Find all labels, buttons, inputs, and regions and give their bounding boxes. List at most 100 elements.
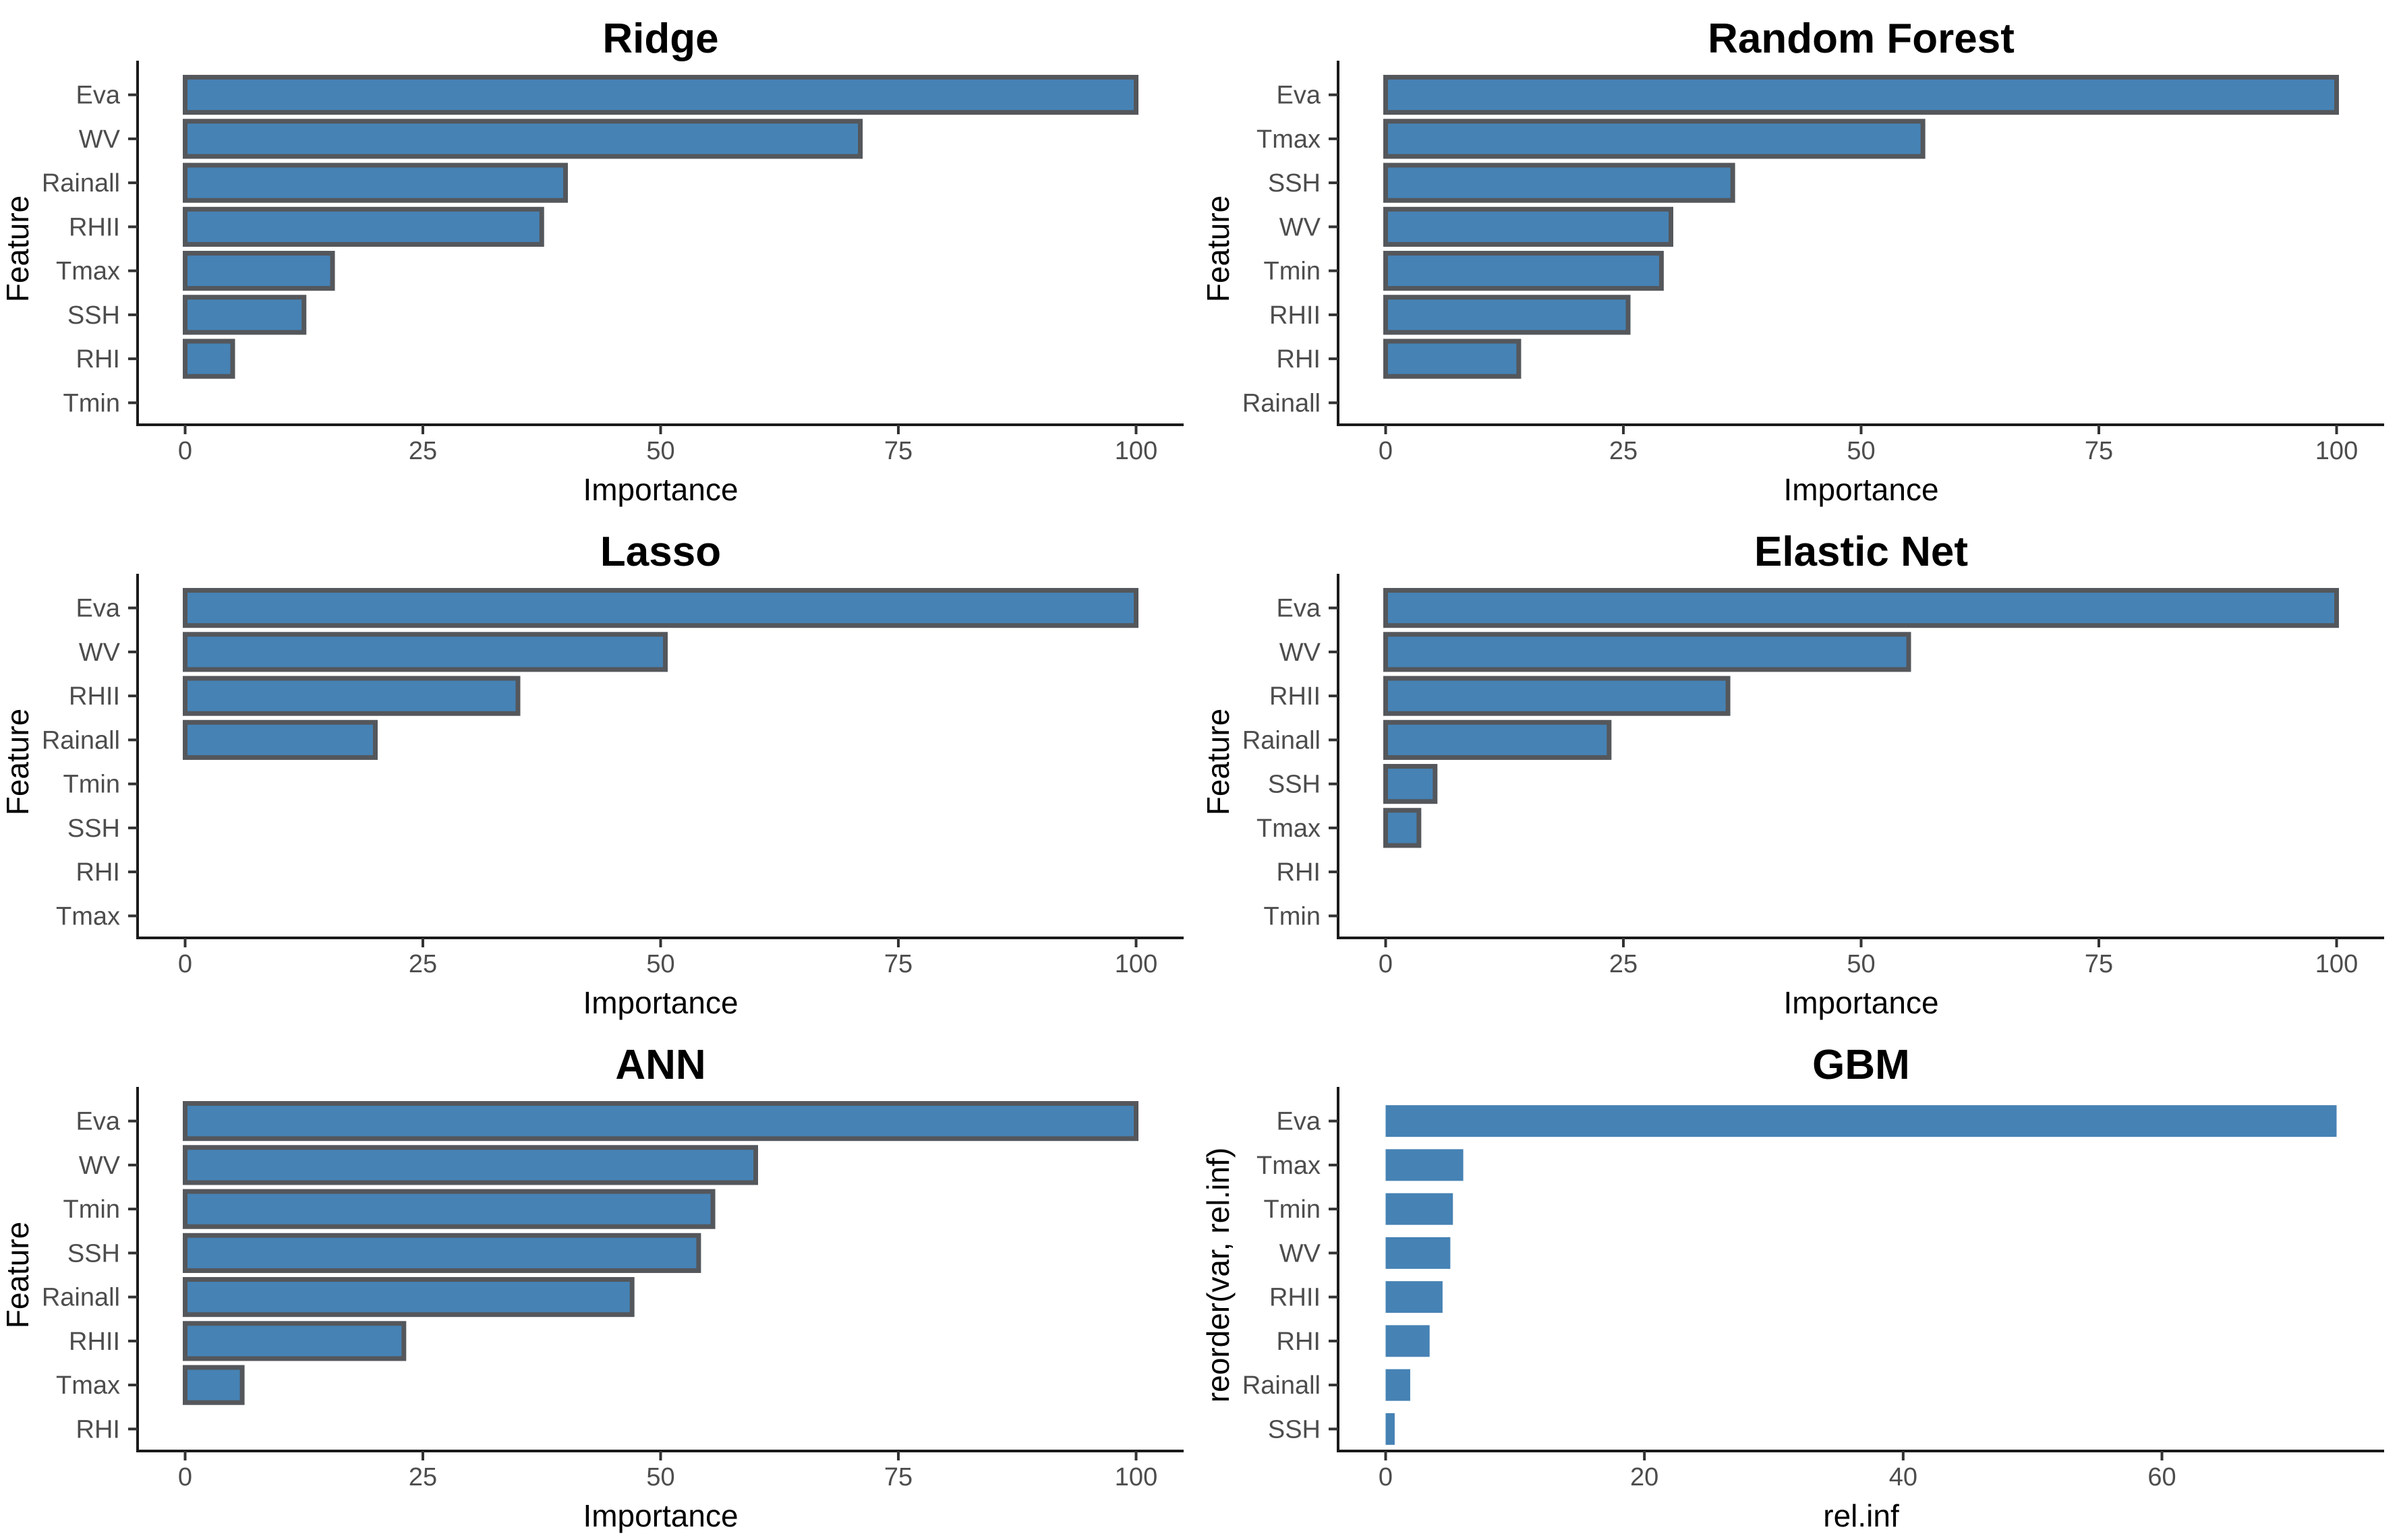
y-tick-label-tmax: Tmax — [1256, 815, 1321, 843]
bar-ssh — [1383, 162, 1735, 203]
x-tick-label: 0 — [1379, 437, 1393, 465]
bar-rainall — [183, 1277, 635, 1317]
chart-title: Random Forest — [1708, 16, 2015, 62]
x-axis-title: Importance — [583, 472, 738, 507]
bar-rhi — [183, 338, 235, 379]
x-tick-label: 100 — [1115, 950, 1157, 978]
chart-ridge: Ridge 0 25 50 75 100 Eva WV Rainall RHII Tmax SSH RH… — [0, 0, 1200, 513]
chart-lasso: Lasso 0 25 50 75 100 Eva WV RHII Rainall Tmin SSH RH… — [0, 513, 1200, 1026]
x-tick-label: 0 — [1379, 1463, 1393, 1491]
bar-tmin — [183, 1189, 716, 1229]
bar-eva — [1383, 75, 2339, 115]
x-axis-title: Importance — [583, 985, 738, 1020]
y-tick-label-ssh: SSH — [67, 815, 120, 843]
y-tick-label-tmax: Tmax — [56, 1371, 120, 1400]
bar-rhii — [1383, 295, 1631, 335]
x-tick-label: 25 — [1609, 437, 1638, 465]
bar-rhii — [183, 676, 521, 716]
x-tick-label: 25 — [1609, 950, 1638, 978]
y-axis-title: Feature — [0, 709, 35, 816]
x-tick-label: 50 — [1847, 950, 1875, 978]
x-axis-title: Importance — [1783, 985, 1938, 1020]
bar-chart-svg: Elastic Net 0 25 50 75 100 Eva WV RHII Rainall SSH… — [1200, 529, 2384, 1020]
bar-ssh — [183, 295, 307, 335]
bar-rainall — [183, 719, 378, 760]
x-tick-label: 50 — [646, 437, 674, 465]
chart-title: Elastic Net — [1754, 529, 1968, 575]
bar-tmax — [1383, 808, 1422, 848]
bar-rhii — [1385, 1281, 1443, 1313]
bar-ssh — [1383, 764, 1438, 804]
y-tick-label-rhii: RHII — [69, 213, 120, 241]
y-tick-label-eva: Eva — [76, 1108, 121, 1136]
y-tick-label-ssh: SSH — [67, 301, 120, 330]
chart-random-forest: Random Forest 0 25 50 75 100 Eva Tmax SSH WV Tmin R… — [1200, 0, 2401, 513]
bar-rhi — [1383, 338, 1522, 379]
chart-ann: ANN 0 25 50 75 100 Eva WV Tmin SSH Rainall RHII Tmax… — [0, 1026, 1200, 1540]
x-tick-label: 20 — [1630, 1463, 1658, 1491]
bar-tmax — [1385, 1149, 1464, 1181]
x-tick-label: 100 — [2315, 437, 2358, 465]
y-axis-title: Feature — [0, 196, 35, 303]
bar-chart-svg: Ridge 0 25 50 75 100 Eva WV Rainall RHII Tmax SSH RH… — [0, 16, 1184, 507]
bar-ssh — [1385, 1413, 1395, 1445]
x-axis-title: Importance — [583, 1498, 738, 1533]
y-tick-label-tmin: Tmin — [1264, 258, 1321, 286]
y-tick-label-tmax: Tmax — [1256, 1152, 1321, 1180]
bar-tmax — [183, 1365, 245, 1405]
y-tick-label-rainall: Rainall — [42, 1284, 120, 1312]
y-tick-label-eva: Eva — [1277, 1108, 1321, 1136]
y-tick-label-tmax: Tmax — [56, 902, 120, 930]
x-tick-label: 25 — [409, 950, 437, 978]
chart-gbm: GBM 0 20 40 60 Eva Tmax Tmin WV RHII RHI Rainall SSH… — [1200, 1026, 2401, 1540]
y-tick-label-tmin: Tmin — [63, 1195, 120, 1224]
x-tick-label: 25 — [409, 437, 437, 465]
y-axis-title: Feature — [1200, 709, 1236, 816]
x-axis-title: Importance — [1783, 472, 1938, 507]
y-tick-label-rainall: Rainall — [42, 726, 120, 754]
y-tick-label-rhii: RHII — [69, 682, 120, 711]
bar-wv — [1383, 206, 1673, 247]
bar-rainall — [183, 162, 568, 203]
x-tick-label: 75 — [884, 1463, 913, 1491]
y-tick-label-eva: Eva — [76, 82, 121, 110]
y-tick-label-wv: WV — [1279, 639, 1321, 667]
bar-wv — [1385, 1237, 1451, 1269]
y-tick-label-tmax: Tmax — [56, 258, 120, 286]
y-tick-label-wv: WV — [79, 125, 121, 154]
y-axis-title: Feature — [1200, 196, 1236, 303]
x-tick-label: 0 — [178, 1463, 192, 1491]
y-tick-label-rhii: RHII — [1269, 301, 1321, 330]
y-tick-label-tmax: Tmax — [1256, 125, 1321, 154]
bar-rainall — [1385, 1369, 1410, 1401]
y-tick-label-rhii: RHII — [1269, 1284, 1321, 1312]
bar-rainall — [1383, 719, 1612, 760]
bar-rhii — [183, 1321, 407, 1361]
y-tick-label-tmin: Tmin — [1264, 902, 1321, 930]
bar-wv — [183, 1145, 758, 1185]
x-tick-label: 75 — [884, 437, 913, 465]
x-tick-label: 50 — [1847, 437, 1875, 465]
x-tick-label: 0 — [178, 437, 192, 465]
bar-chart-svg: Lasso 0 25 50 75 100 Eva WV RHII Rainall Tmin SSH RH… — [0, 529, 1184, 1020]
bar-tmin — [1383, 251, 1664, 291]
y-tick-label-rhi: RHI — [1277, 1328, 1321, 1356]
bar-eva — [1385, 1105, 2337, 1137]
bar-ssh — [183, 1233, 701, 1273]
x-tick-label: 0 — [1379, 950, 1393, 978]
bar-eva — [183, 588, 1138, 628]
y-tick-label-rhii: RHII — [69, 1328, 120, 1356]
y-tick-label-wv: WV — [1279, 1239, 1321, 1268]
y-tick-label-eva: Eva — [76, 595, 121, 623]
x-tick-label: 25 — [409, 1463, 437, 1491]
bar-rhii — [183, 206, 544, 247]
bar-wv — [183, 119, 863, 159]
x-tick-label: 50 — [646, 1463, 674, 1491]
x-tick-label: 100 — [1115, 437, 1157, 465]
chart-title: GBM — [1812, 1042, 1910, 1088]
bar-eva — [183, 75, 1138, 115]
x-tick-label: 75 — [2085, 950, 2113, 978]
bar-rhi — [1385, 1325, 1430, 1357]
y-tick-label-tmin: Tmin — [63, 389, 120, 417]
